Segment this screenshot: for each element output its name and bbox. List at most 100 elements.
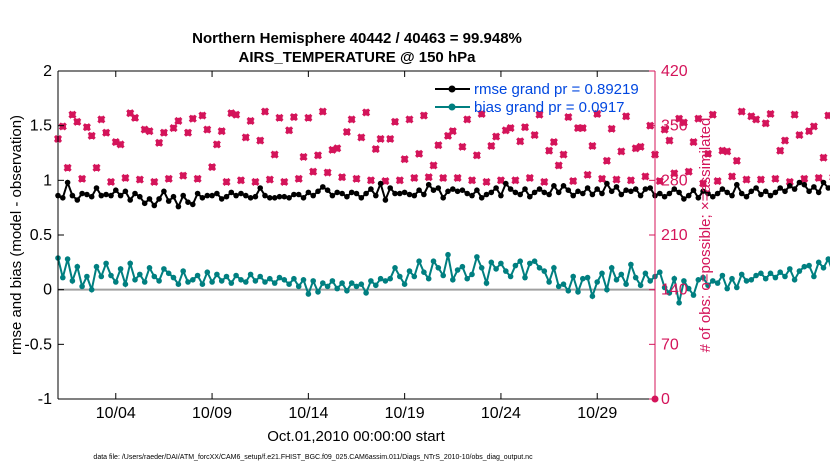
point-obs-assimilated — [150, 177, 159, 186]
point-obs-assimilated — [280, 177, 289, 186]
point-obs-assimilated — [597, 174, 607, 183]
point-obs-assimilated — [448, 127, 457, 136]
chart-subtitle: AIRS_TEMPERATURE @ 150 hPa — [239, 49, 477, 66]
point-obs-assimilated — [776, 146, 785, 155]
point-obs-assimilated — [549, 138, 558, 147]
point-rmse — [657, 190, 663, 197]
point-rmse — [647, 185, 653, 191]
point-bias — [445, 251, 451, 258]
point-obs-assimilated — [400, 155, 409, 164]
point-bias — [358, 281, 365, 288]
point-rmse — [238, 190, 244, 197]
point-bias — [84, 273, 90, 280]
point-rmse — [527, 193, 533, 200]
point-rmse — [565, 187, 572, 193]
point-rmse — [199, 195, 206, 201]
point-rmse — [132, 190, 138, 197]
point-bias — [151, 273, 158, 280]
point-rmse — [628, 188, 634, 195]
point-bias — [734, 284, 740, 291]
point-bias — [257, 273, 264, 280]
point-rmse — [185, 199, 191, 205]
point-rmse — [353, 190, 360, 197]
point-bias — [440, 272, 447, 279]
point-obs-assimilated — [106, 177, 116, 186]
point-obs-assimilated — [545, 146, 554, 155]
point-obs-assimilated — [732, 156, 741, 165]
point-bias — [825, 256, 830, 262]
point-rmse — [64, 179, 71, 186]
point-bias — [300, 277, 307, 283]
point-bias — [233, 272, 239, 279]
point-obs-assimilated — [405, 115, 414, 124]
point-rmse — [801, 181, 808, 188]
point-rmse — [536, 186, 543, 192]
point-obs-assimilated — [145, 127, 154, 136]
point-obs-assimilated — [203, 125, 212, 134]
y2-tick-label: 350 — [661, 118, 688, 135]
point-rmse — [820, 179, 827, 186]
point-rmse — [113, 187, 119, 193]
point-rmse — [156, 196, 162, 202]
point-bias — [512, 262, 519, 269]
point-bias — [348, 280, 355, 286]
point-obs-assimilated — [588, 141, 597, 151]
legend-rmse-label: rmse grand pr = 0.89219 — [474, 81, 639, 98]
point-rmse — [334, 189, 341, 196]
point-bias — [430, 258, 437, 265]
y2-tick-label: 70 — [661, 336, 679, 353]
point-rmse — [685, 192, 692, 199]
point-bias — [748, 277, 755, 283]
point-bias — [223, 273, 230, 280]
point-bias — [623, 281, 629, 288]
point-rmse — [257, 185, 264, 191]
point-rmse — [762, 188, 769, 195]
point-rmse — [320, 184, 326, 190]
point-bias — [401, 281, 408, 288]
point-obs-assimilated — [116, 140, 125, 149]
point-rmse — [748, 188, 755, 195]
point-rmse — [165, 198, 172, 204]
point-obs-assimilated — [58, 122, 67, 131]
point-rmse — [608, 188, 615, 195]
point-bias — [243, 279, 249, 285]
point-bias — [580, 275, 586, 282]
series-3 — [53, 107, 830, 188]
point-obs-assimilated — [429, 161, 438, 170]
point-bias — [762, 275, 769, 282]
point-rmse — [690, 187, 697, 193]
point-obs-assimilated — [463, 115, 472, 124]
point-rmse — [137, 193, 143, 200]
point-rmse — [209, 192, 215, 199]
point-bias — [60, 274, 66, 281]
point-rmse — [411, 192, 418, 199]
point-obs-assimilated — [366, 176, 376, 185]
point-bias — [806, 262, 812, 269]
point-obs-assimilated — [342, 127, 351, 136]
point-rmse — [170, 193, 177, 200]
point-obs-assimilated — [492, 132, 501, 141]
point-rmse — [218, 196, 225, 202]
point-obs-assimilated — [569, 177, 578, 186]
point-rmse — [69, 192, 76, 199]
point-rmse — [305, 189, 312, 196]
point-rmse — [777, 185, 783, 191]
point-bias — [64, 256, 71, 262]
point-bias — [79, 283, 85, 290]
point-bias — [628, 261, 634, 268]
point-rmse — [329, 192, 336, 199]
point-obs-assimilated — [756, 175, 765, 184]
point-bias — [267, 275, 273, 282]
point-bias — [527, 260, 533, 267]
point-obs-assimilated — [130, 113, 140, 122]
point-bias — [555, 283, 562, 290]
point-bias — [320, 280, 326, 286]
point-obs-assimilated — [371, 145, 380, 154]
point-obs-assimilated — [506, 123, 515, 133]
point-bias — [454, 267, 461, 273]
point-obs-assimilated — [482, 177, 491, 186]
point-bias — [329, 278, 336, 284]
x-tick-label: 10/14 — [288, 405, 328, 422]
point-obs-assimilated — [362, 108, 371, 117]
